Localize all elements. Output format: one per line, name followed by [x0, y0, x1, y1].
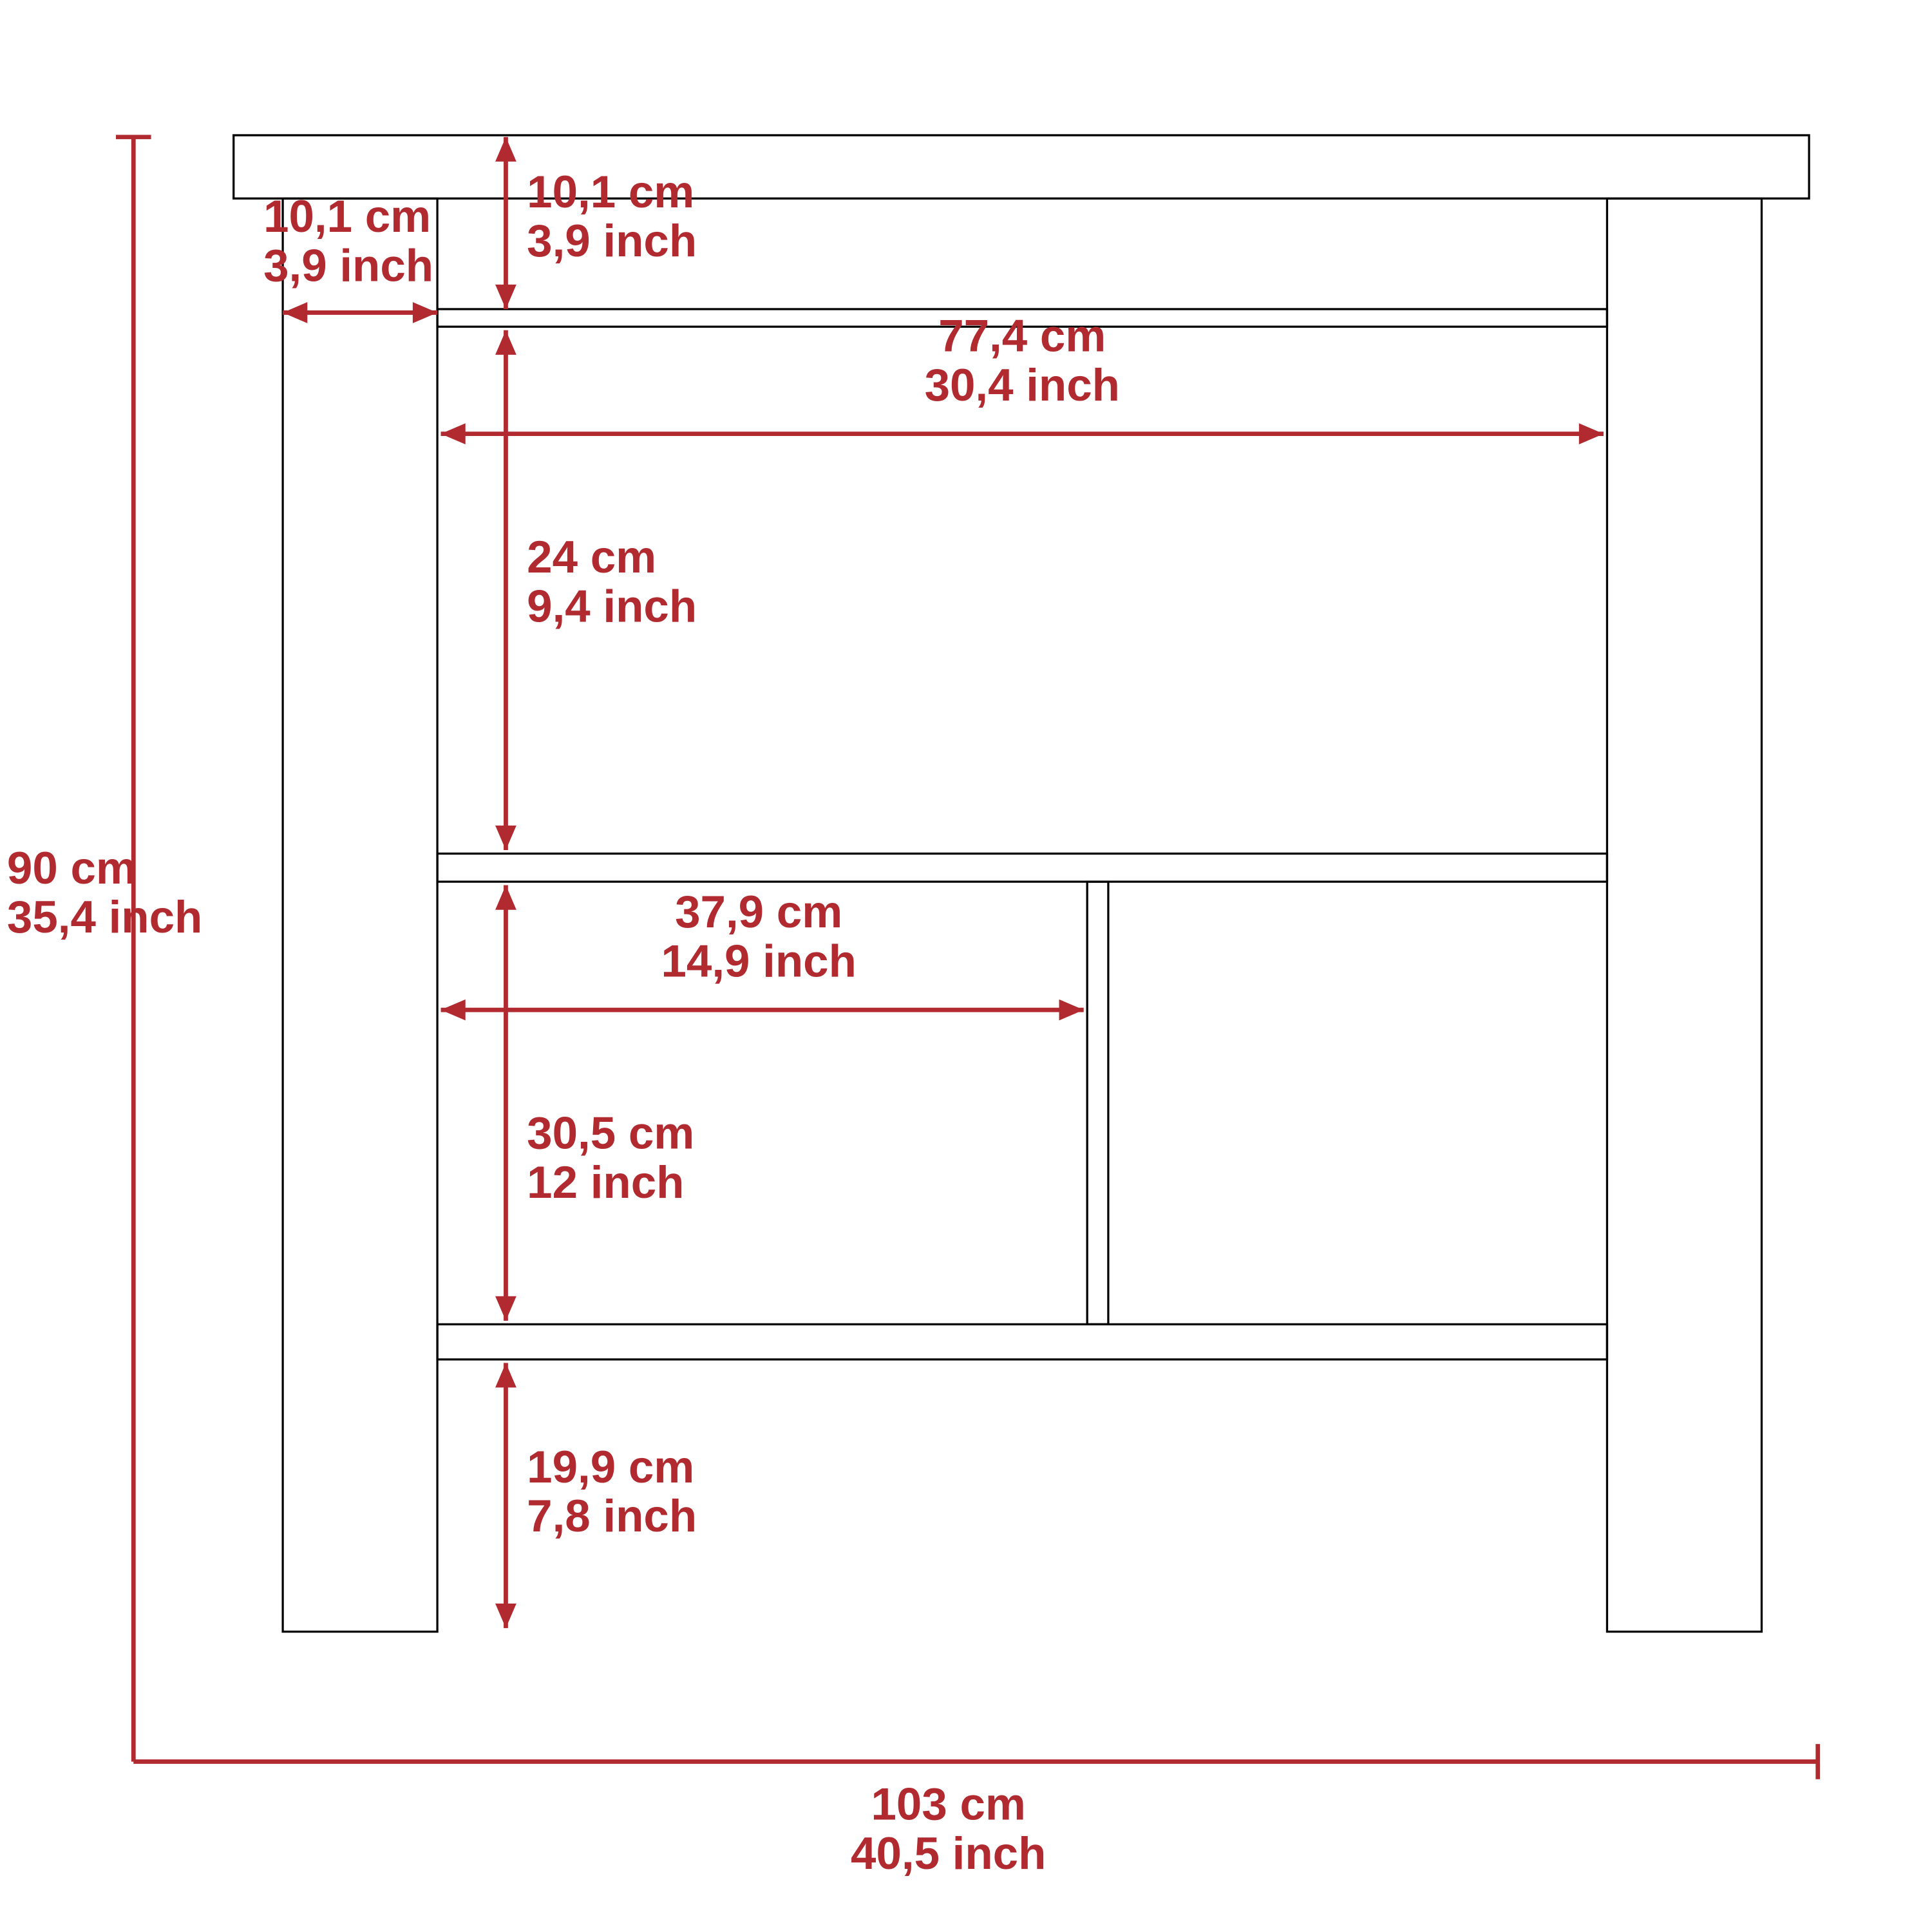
dim-arrowhead [1579, 423, 1604, 444]
dim-label-in: 30,4 inch [925, 360, 1120, 411]
dim-arrowhead [283, 302, 307, 323]
furniture-part [1087, 882, 1108, 1324]
furniture-part [234, 135, 1809, 198]
dim-label: 19,9 cm7,8 inch [527, 1442, 697, 1542]
dim-label-in: 35,4 inch [7, 892, 202, 943]
dim-label-cm: 19,9 cm [527, 1442, 694, 1493]
dim-arrowhead [495, 1363, 516, 1387]
furniture-part [283, 198, 437, 1631]
dim-arrowhead [495, 285, 516, 309]
dim-label: 10,1 cm3,9 inch [263, 191, 433, 291]
furniture-part [1607, 198, 1761, 1631]
dim-arrowhead [495, 826, 516, 850]
dim-label-cm: 30,5 cm [527, 1108, 694, 1159]
dim-label-in: 40,5 inch [851, 1828, 1046, 1879]
dim-label-cm: 37,9 cm [675, 887, 842, 938]
dim-arrowhead [441, 999, 466, 1021]
dim-label: 37,9 cm14,9 inch [661, 887, 856, 987]
dim-label-in: 12 inch [527, 1157, 684, 1208]
dim-label: 10,1 cm3,9 inch [527, 167, 697, 267]
dim-label-cm: 90 cm [7, 843, 137, 894]
dim-arrowhead [1059, 999, 1084, 1021]
dim-arrowhead [441, 423, 466, 444]
dim-label-cm: 10,1 cm [527, 167, 694, 218]
dim-arrowhead [495, 330, 516, 355]
dim-label-in: 9,4 inch [527, 581, 697, 632]
furniture-part [437, 1324, 1607, 1359]
dim-label: 77,4 cm30,4 inch [925, 310, 1120, 410]
dim-label: 30,5 cm12 inch [527, 1108, 694, 1208]
dim-arrowhead [495, 1296, 516, 1321]
dim-label-cm: 24 cm [527, 532, 656, 583]
dim-arrowhead [495, 137, 516, 162]
dim-arrowhead [495, 886, 516, 910]
dim-label-cm: 77,4 cm [938, 310, 1106, 361]
dim-label-cm: 10,1 cm [263, 191, 431, 242]
dim-label-cm: 103 cm [871, 1779, 1026, 1830]
furniture-part [437, 853, 1607, 882]
dim-label-in: 3,9 inch [263, 240, 433, 291]
dim-label-in: 3,9 inch [527, 216, 697, 267]
dim-label-in: 14,9 inch [661, 936, 856, 987]
dim-label-in: 7,8 inch [527, 1491, 697, 1542]
dim-arrowhead [413, 302, 437, 323]
dim-label: 90 cm35,4 inch [7, 843, 202, 943]
dim-label: 24 cm9,4 inch [527, 532, 697, 632]
dim-label: 103 cm40,5 inch [851, 1779, 1046, 1879]
dim-arrowhead [495, 1604, 516, 1628]
